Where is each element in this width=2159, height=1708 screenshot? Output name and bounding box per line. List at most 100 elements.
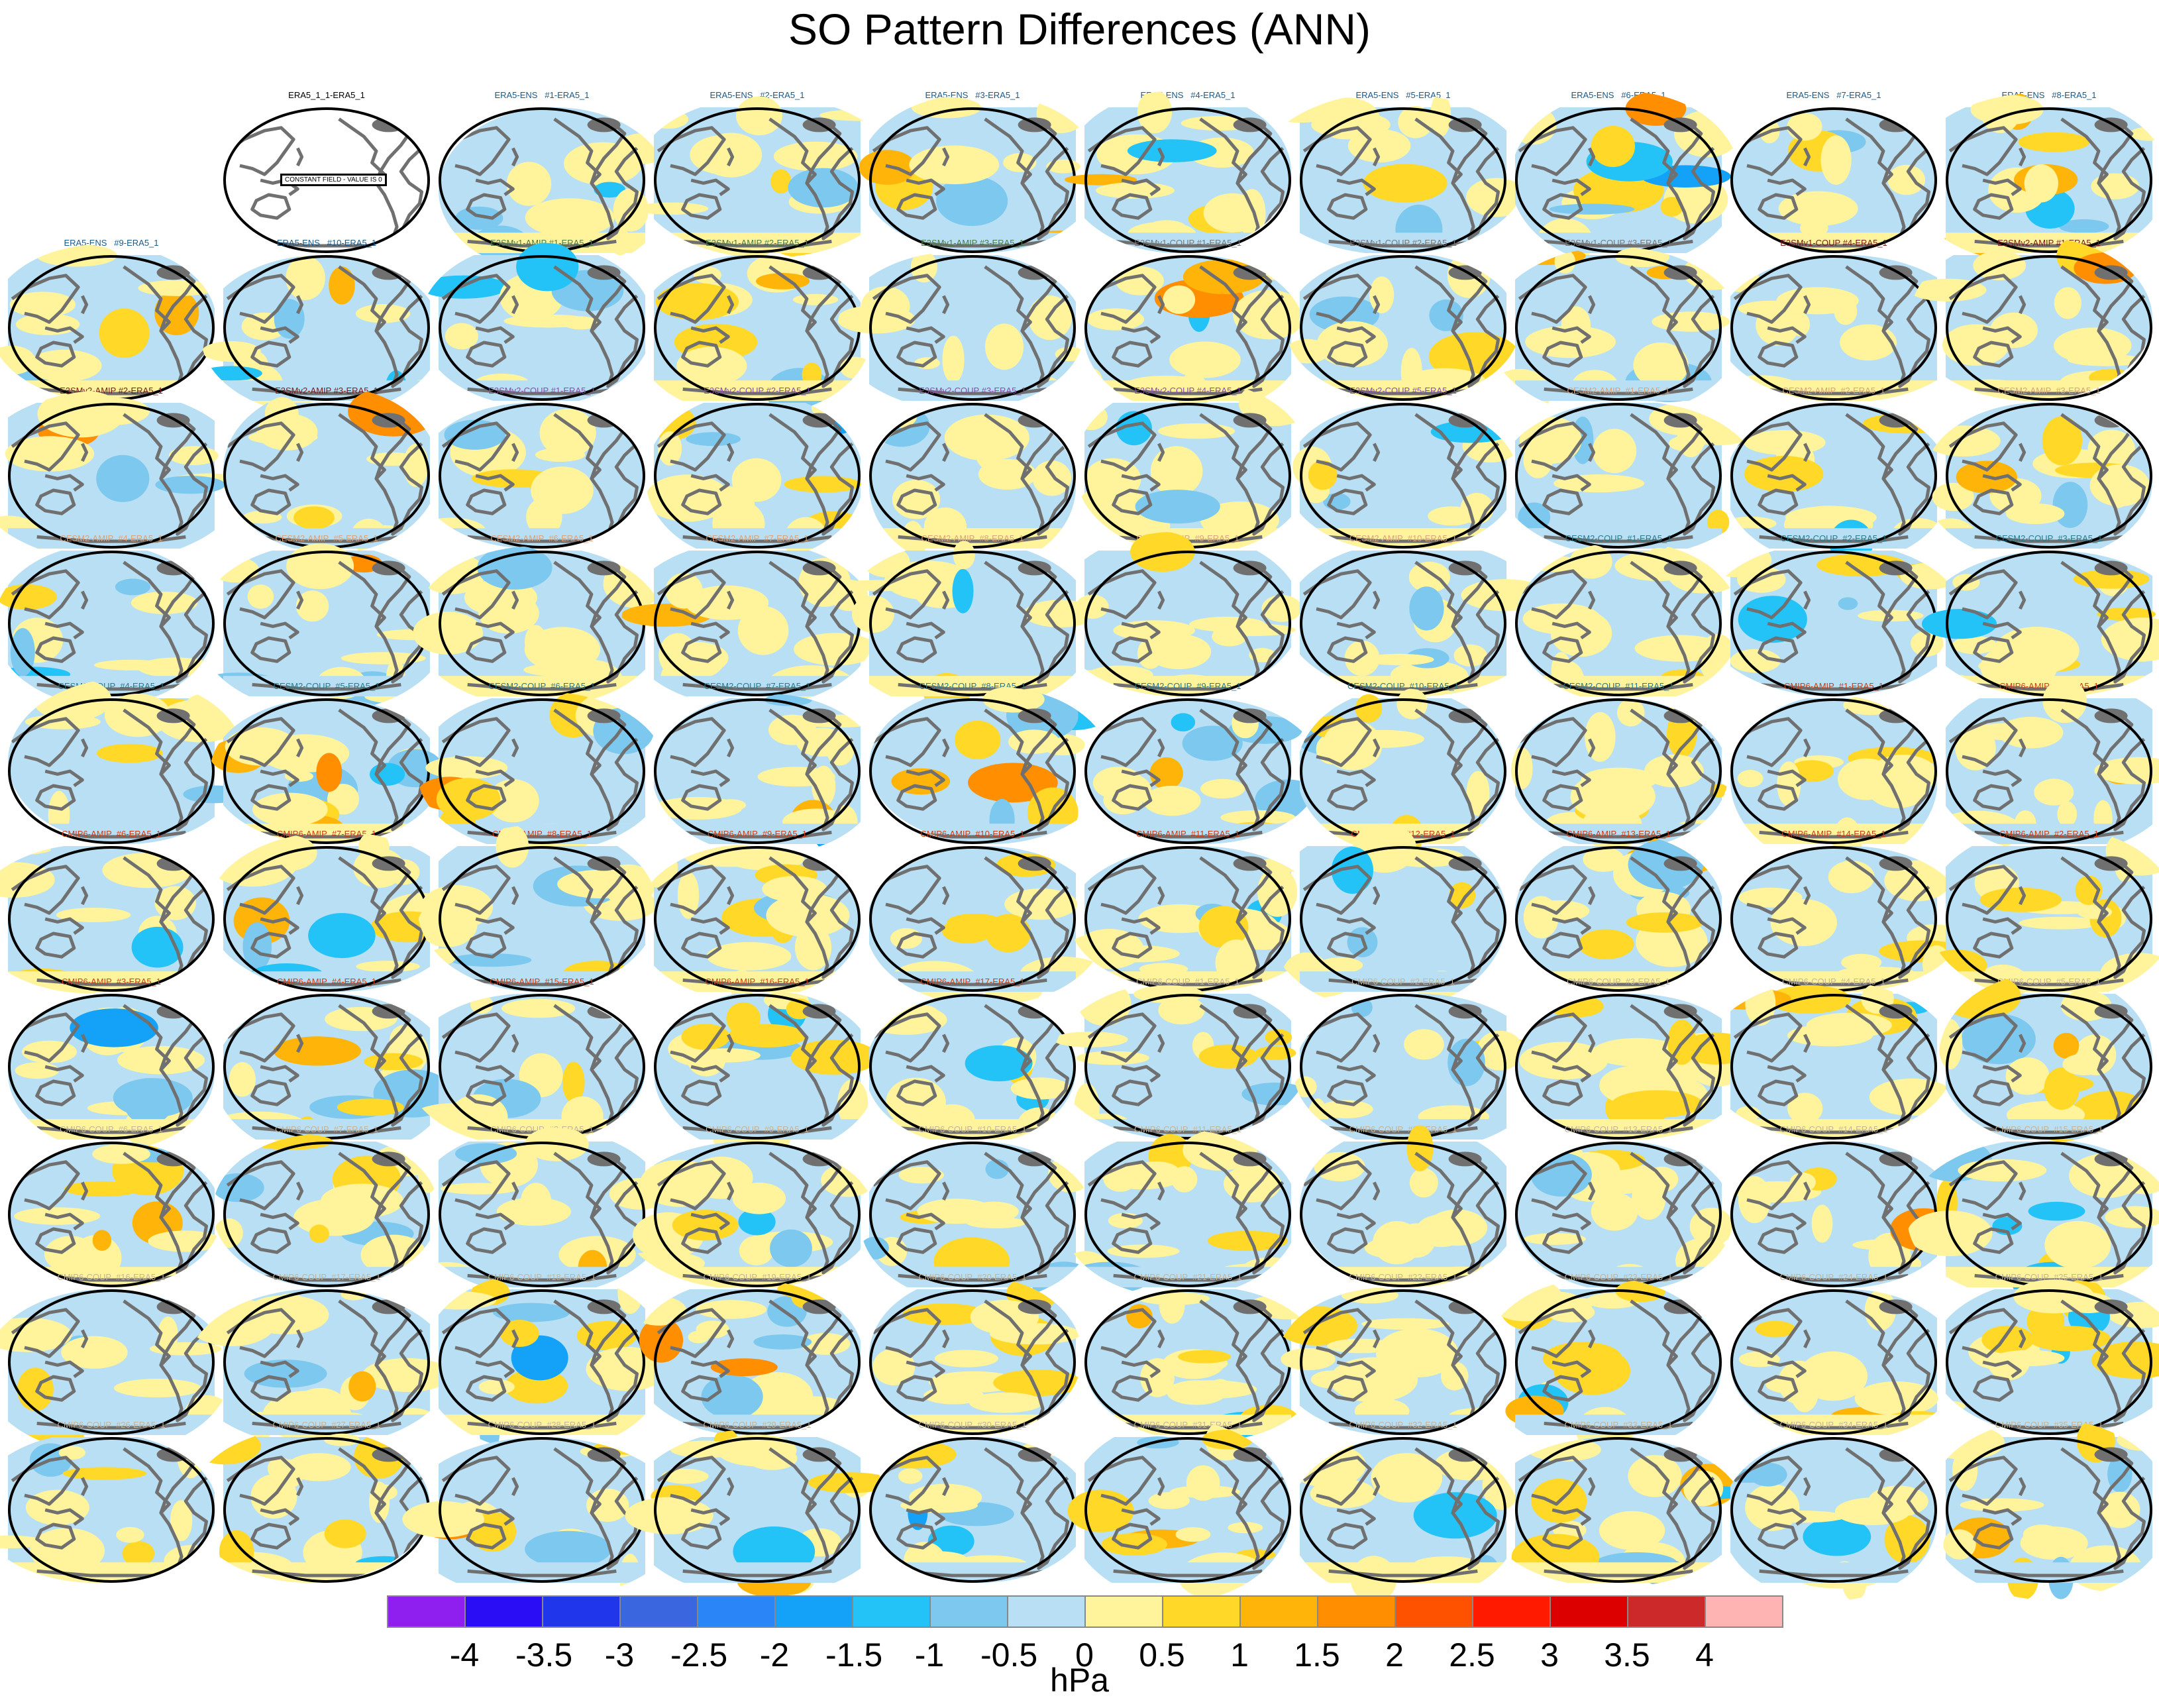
coastline [1112,932,1153,959]
colorbar-tick-label: -2 [759,1636,790,1674]
coastline [896,784,937,811]
map-svg [1515,541,1741,704]
anomaly-patch [252,792,328,826]
coastline [1982,769,2022,788]
coastline [1758,636,1799,663]
coastline [466,784,507,811]
coastline [296,886,304,906]
coastline [1803,1034,1811,1053]
map-svg [0,244,217,401]
map-panel: E3SMv1-AMIP #3-ERA5_1 [837,238,1084,410]
coastline [511,886,519,906]
coastline [226,569,295,619]
anomaly-patch [1616,698,1645,727]
map-svg [1938,973,2152,1144]
coastline [226,126,295,176]
map-border [1084,1437,1291,1583]
anomaly-patch [1329,1357,1418,1403]
map-svg [1064,90,1291,253]
coastline [906,769,945,788]
map-panel: CMIP6-COUP #12-ERA5_1 [1300,1124,1521,1287]
map-svg [1926,826,2159,1001]
anomaly-patch [672,1210,739,1241]
coastline [906,178,945,197]
anomaly-patch [727,1024,807,1047]
panel-title: CMIP6-COUP #22-ERA5_1 [1349,1272,1457,1282]
coastline [1157,886,1165,906]
coastline [1588,886,1596,906]
map-panel: CMIP6-COUP #8-ERA5_1 [411,1124,670,1296]
anomaly-patch [1958,1159,2047,1182]
colorbar-tick-label: 2 [1385,1636,1404,1674]
coastline [1121,1065,1161,1083]
anomaly-patch [293,506,335,529]
coastline [1518,274,1587,324]
anomaly-patch [1738,887,1803,908]
coastline [2060,1004,2109,1071]
coastline [1982,1065,2022,1083]
map-svg [0,390,247,561]
coastline [44,326,84,345]
map-border [1300,1289,1506,1435]
coastline [2019,590,2027,610]
coastline [1327,1375,1368,1402]
map-svg [1084,698,1322,844]
map-svg [8,1142,222,1287]
map-svg [1300,1125,1521,1287]
coastline [1373,590,1381,610]
coastline [1982,621,2022,640]
panel-title: CMIP6-COUP #1-ERA5_1 [1136,977,1239,987]
coastline [1767,1360,1807,1379]
coastline [1087,569,1157,619]
anomaly-patch [1327,1338,1395,1354]
coastline [296,1477,304,1497]
coastline [260,621,299,640]
anomaly-patch [1625,91,1687,126]
coastline [1302,865,1372,915]
panel-title: CMIP6-COUP #9-ERA5_1 [706,1124,809,1134]
anomaly-patch [1820,135,1852,185]
map-panel: CMIP6-COUP #14-ERA5_1 [1730,1124,1958,1289]
coastline [1199,117,1247,185]
anomaly-patch [1869,774,1926,808]
coastline [768,1151,817,1219]
colorbar-units: hPa [1050,1662,1109,1699]
panel-title: CESM2-AMIP #2-ERA5_1 [1782,386,1885,396]
coastline [1758,488,1799,515]
map-panel: CMIP6-COUP #29-ERA5_1 [625,1420,894,1597]
anomaly-patch [337,1098,404,1116]
coastline [1845,413,1893,480]
coastline [1630,117,1678,185]
coastline [338,413,386,480]
map-svg [866,846,1106,1006]
coastline [1767,1508,1807,1526]
coastline [1302,1160,1372,1210]
coastline [553,1004,602,1071]
anomaly-patch [1834,297,1858,325]
map-svg [869,1437,1091,1583]
map-svg [1289,1436,1520,1603]
coastline [226,1308,295,1358]
coastline [250,488,291,515]
coastline [690,1212,730,1231]
coastline [1199,1151,1247,1219]
map-border [1515,698,1722,844]
map-border [1730,1437,1937,1583]
chart-title: SO Pattern Differences (ANN) [788,5,1371,54]
anomaly-patch [309,1224,329,1244]
coastline [1630,1151,1678,1219]
panel-title: CESM2-AMIP #3-ERA5_1 [1997,386,2101,396]
anomaly-patch [770,1229,812,1267]
anomaly-patch [794,633,878,666]
coastline [1588,1329,1596,1349]
anomaly-patch [2018,132,2090,152]
coastline [681,932,722,959]
coastline [942,147,950,167]
anomaly-patch [738,1208,776,1236]
anomaly-patch [295,590,329,622]
colorbar-tick-label: -2.5 [670,1636,728,1674]
anomaly-patch [969,1392,1043,1413]
coastline [466,1227,507,1254]
anomaly-patch [1835,1497,1911,1525]
coastline [657,717,726,767]
